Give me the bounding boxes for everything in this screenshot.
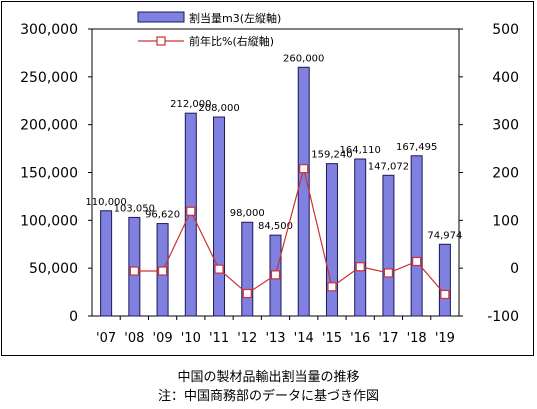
bar-data-label: 212,000: [170, 99, 211, 110]
left-axis-tick-label: 200,000: [20, 118, 78, 134]
line-series-path: [134, 168, 446, 295]
left-axis-tick-label: 100,000: [20, 213, 78, 229]
legend-label-line: 前年比%(右縦軸): [189, 34, 274, 48]
x-axis-tick-label: '08: [124, 331, 144, 346]
line-point: [242, 288, 252, 299]
bar: [410, 155, 423, 317]
right-axis-tick-label: 300: [492, 118, 519, 134]
bar: [241, 221, 254, 317]
x-axis-tick-label: '10: [181, 331, 201, 346]
x-axis-tick-label: '07: [96, 331, 116, 346]
line-point: [355, 262, 365, 272]
legend-label-bar: 割当量m3(左縦軸): [189, 11, 281, 25]
x-axis-tick-label: '19: [435, 331, 455, 346]
x-axis-tick-label: '16: [350, 331, 370, 346]
x-axis-tick-label: '13: [265, 331, 285, 346]
left-axis-tick-label: 50,000: [29, 261, 78, 277]
line-point: [129, 266, 139, 276]
bar-data-label: 84,500: [258, 221, 293, 232]
left-axis-tick-label: 150,000: [20, 166, 78, 182]
right-axis-tick-label: 0: [510, 261, 519, 277]
line-point: [440, 289, 450, 300]
chart-plot: 0 50,000 100,000 150,000 200,000 250,000 300,0…: [20, 11, 519, 346]
legend-swatch-marker: [156, 36, 166, 46]
left-axis-tick-label: 300,000: [20, 22, 78, 38]
chart-caption-title: 中国の製材品輸出割当量の推移: [177, 370, 360, 385]
x-axis-tick-label: '14: [294, 331, 314, 346]
bar-data-label: 98,000: [230, 208, 265, 219]
line-point: [214, 264, 224, 274]
bar: [325, 163, 338, 317]
x-axis-tick-label: '17: [378, 331, 398, 346]
x-axis-tick-label: '18: [407, 331, 427, 346]
bar-data-label: 167,495: [396, 142, 437, 153]
right-axis-tick-label: 500: [492, 22, 519, 38]
bar: [213, 116, 226, 317]
legend-swatch-bar: [137, 11, 185, 23]
bar-data-label: 147,072: [368, 161, 409, 172]
right-axis-tick-label: -100: [487, 309, 519, 325]
right-axis-tick-label: 100: [492, 213, 519, 229]
line-point: [327, 282, 337, 292]
bar: [297, 66, 310, 317]
bar: [100, 210, 113, 317]
x-axis-tick-label: '11: [209, 331, 229, 346]
bar-data-label: 260,000: [283, 53, 324, 64]
line-point: [412, 256, 422, 267]
chart-caption-note: 注：中国商務部のデータに基づき作図: [157, 389, 379, 404]
bar-data-label: 164,110: [340, 145, 381, 156]
x-axis-tick-label: '12: [237, 331, 257, 346]
line-point: [157, 266, 168, 276]
x-axis-tick-label: '15: [322, 331, 342, 346]
bar-data-label: 159,240: [311, 150, 352, 161]
bar: [438, 243, 451, 317]
right-axis-tick-label: 200: [492, 166, 519, 182]
right-axis-tick-label: 400: [492, 70, 519, 86]
bar: [382, 174, 395, 317]
line-point: [383, 268, 394, 278]
bar-data-label: 110,000: [85, 197, 126, 208]
line-point: [186, 206, 196, 216]
line-point: [270, 270, 281, 280]
left-axis-tick-label: 0: [69, 309, 78, 325]
line-point: [299, 164, 309, 174]
bar-data-label: 208,000: [198, 103, 239, 114]
bar: [354, 158, 367, 317]
x-axis-tick-label: '09: [153, 331, 173, 346]
bar-data-label: 74,974: [427, 230, 462, 241]
bar-data-label: 96,620: [145, 210, 180, 221]
left-axis-tick-label: 250,000: [20, 70, 78, 86]
bar-data-label: 103,050: [114, 203, 155, 214]
